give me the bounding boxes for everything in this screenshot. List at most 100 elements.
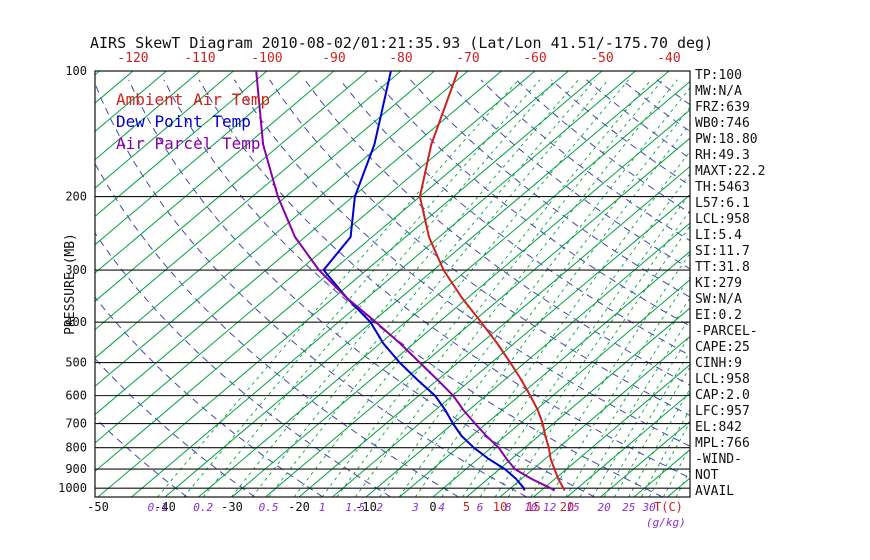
dry-adiabat-line	[95, 232, 391, 497]
isotherm-line	[95, 71, 502, 416]
pressure-axis-label: PRESSURE (MB)	[63, 233, 78, 335]
isotherm-line	[95, 71, 435, 359]
bottom-temp-label: -50	[87, 500, 109, 514]
mixing-ratio-label: 15	[566, 501, 579, 514]
curve-air-parcel-temp	[255, 71, 556, 492]
stat-line: -PARCEL-	[695, 324, 758, 339]
bottom-temp-label-red: 20	[560, 500, 574, 514]
isotherm-line	[95, 71, 368, 302]
mixing-ratio-label: 1	[319, 501, 326, 514]
mixing-ratio-label: 0.5	[259, 501, 279, 514]
pressure-tick-label: 700	[65, 417, 87, 431]
bottom-temp-label-red: 15	[526, 500, 540, 514]
stat-line: TP:100	[695, 68, 742, 83]
dry-adiabat-line	[374, 79, 690, 327]
top-axis-label: -100	[251, 51, 282, 66]
chart-title: AIRS SkewT Diagram 2010-08-02/01:21:35.9…	[90, 34, 714, 52]
legend-air-parcel-temp: Air Parcel Temp	[116, 134, 261, 153]
temp-unit-label: T(C)	[654, 500, 683, 514]
grid-lines	[95, 71, 690, 497]
stat-line: CAPE:25	[695, 340, 750, 355]
pressure-tick-label: 600	[65, 389, 87, 403]
isotherm-line	[365, 222, 690, 497]
stat-line: PW:18.80	[695, 132, 758, 147]
isotherm-line	[332, 194, 690, 497]
stat-line: MAXT:22.2	[695, 164, 765, 179]
isotherm-line	[298, 165, 690, 497]
curve-ambient-air-temp	[418, 71, 566, 491]
mixing-ratio-label: 0.2	[193, 501, 213, 514]
isotherm-line	[265, 137, 690, 497]
top-axis-label: -40	[657, 51, 680, 66]
dry-adiabat-line	[269, 79, 690, 417]
dry-adiabat-line	[445, 79, 690, 270]
bottom-temp-label: -40	[154, 500, 176, 514]
mixing-ratio-line	[441, 150, 690, 497]
stat-line: EI:0.2	[695, 308, 742, 323]
mixing-ratio-line	[641, 408, 690, 497]
legend: Ambient Air Temp Dew Point Temp Air Parc…	[116, 89, 270, 155]
isotherm-line	[231, 109, 690, 497]
mixing-ratio-label: 1.5	[345, 501, 365, 514]
isotherm-line	[95, 71, 402, 331]
stat-line: LI:5.4	[695, 228, 742, 243]
dry-adiabat-line	[198, 79, 690, 479]
mixing-ratio-label: 12	[543, 501, 557, 514]
mixing-ratio-label: 6	[477, 501, 484, 514]
dry-adiabat-line	[304, 79, 690, 386]
mixing-ratio-line	[462, 173, 690, 497]
isotherm-line	[499, 335, 690, 497]
pressure-tick-label: 900	[65, 462, 87, 476]
mixing-ratio-line	[628, 388, 690, 497]
bottom-temp-label-red: 10	[493, 500, 507, 514]
stat-line: KI:279	[695, 276, 742, 291]
mixing-ratio-line	[415, 123, 690, 497]
top-axis-label: -70	[456, 51, 479, 66]
dry-adiabat-line	[410, 79, 690, 298]
isotherm-line	[95, 71, 469, 387]
dry-adiabat-line	[480, 79, 690, 242]
pressure-tick-label: 500	[65, 356, 87, 370]
mixing-ratio-line	[648, 421, 690, 497]
stat-line: MPL:766	[695, 436, 750, 451]
isotherm-line	[131, 71, 636, 497]
mixing-ratio-label: 2	[376, 501, 383, 514]
top-axis-label: -50	[590, 51, 613, 66]
stat-line: LFC:957	[695, 404, 750, 419]
top-axis-label: -110	[184, 51, 215, 66]
stat-line: L57:6.1	[695, 196, 750, 211]
isotherm-line	[97, 71, 603, 497]
stat-line: LCL:958	[695, 372, 750, 387]
mixing-ratio-line	[183, 79, 541, 497]
mixing-ratio-line	[157, 79, 519, 497]
stat-line: CAP:2.0	[695, 388, 750, 403]
isotherm-line	[95, 71, 201, 161]
dry-adiabat-line	[515, 79, 690, 214]
dry-adiabat-line	[95, 357, 256, 497]
isotherm-line	[164, 71, 670, 497]
isotherm-line	[95, 71, 268, 218]
isotherm-line	[198, 80, 690, 497]
bottom-temp-label-red: 5	[463, 500, 470, 514]
stat-line: EL:842	[695, 420, 742, 435]
mixing-ratio-line	[321, 79, 652, 497]
pressure-tick-label: 800	[65, 441, 87, 455]
dry-adiabat-line	[95, 82, 527, 497]
mixing-ratio-label: 25	[622, 501, 635, 514]
isotherm-line	[95, 71, 100, 76]
top-axis-label: -60	[523, 51, 546, 66]
isotherm-line	[95, 71, 301, 246]
isotherm-line	[466, 307, 690, 497]
stat-line: NOT	[695, 468, 719, 483]
mixing-ratio-label: 0.1	[148, 501, 168, 514]
mixing-ratio-line	[549, 276, 690, 497]
pressure-tick-label: 100	[65, 64, 87, 78]
isotherm-line	[533, 364, 690, 497]
isotherm-line	[95, 71, 335, 274]
curve-dew-point-temp	[322, 71, 526, 491]
mixing-ratio-label: 4	[438, 501, 445, 514]
isotherm-line	[566, 392, 690, 497]
stat-line: FRZ:639	[695, 100, 750, 115]
dry-adiabat-line	[656, 79, 690, 106]
